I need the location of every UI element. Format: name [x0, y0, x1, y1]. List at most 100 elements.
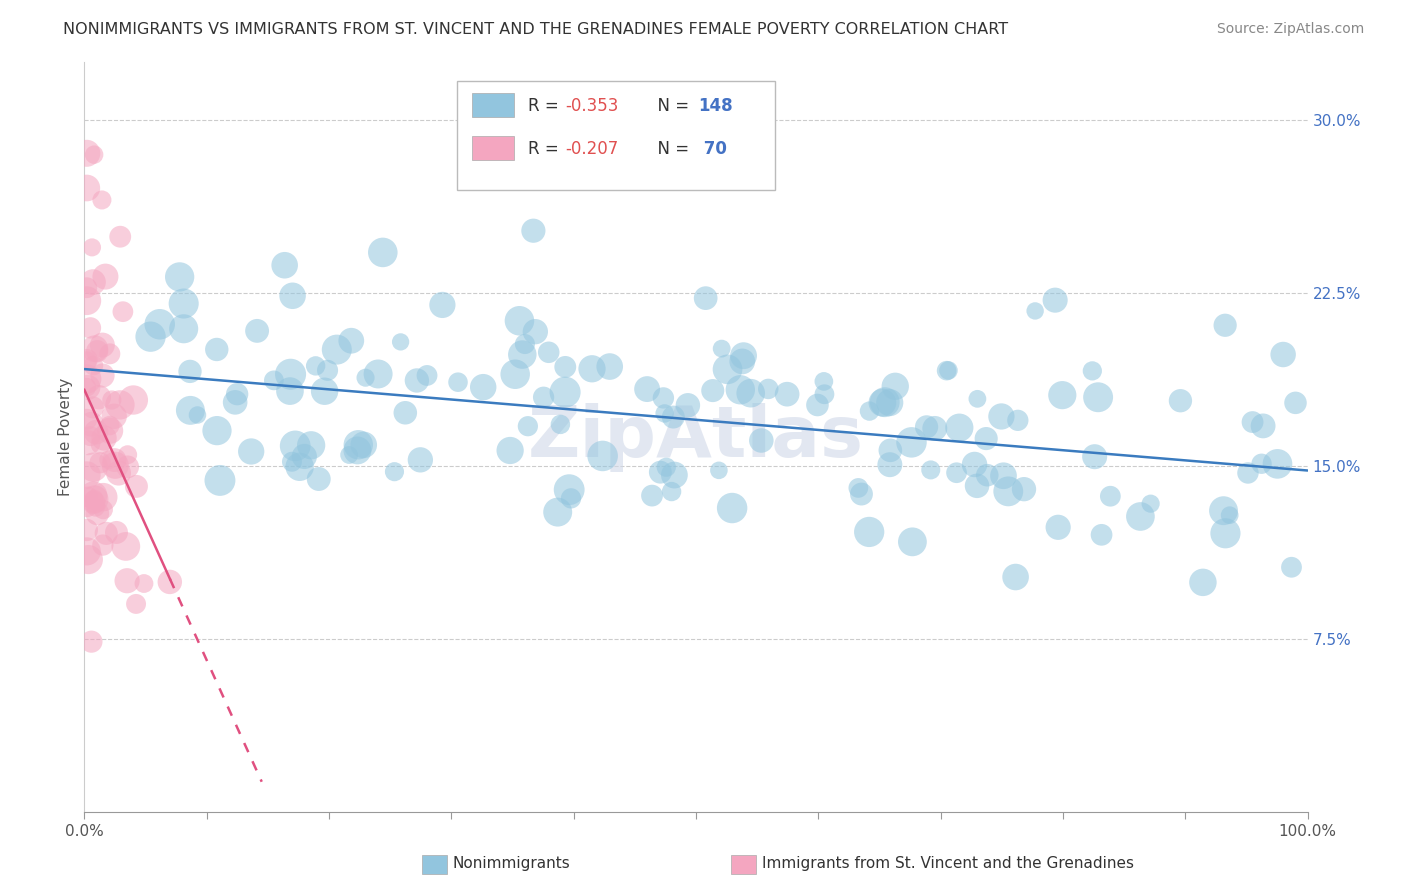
Point [340, 334, 363, 348]
Point [114, 540, 136, 554]
Point [1213, 318, 1236, 333]
Point [938, 363, 960, 377]
Point [1212, 504, 1234, 518]
Point [884, 379, 907, 393]
Point [76, 490, 98, 504]
Point [169, 269, 191, 284]
Point [281, 455, 304, 469]
Point [77, 552, 100, 566]
Point [879, 443, 901, 458]
Point [966, 479, 988, 493]
Point [1129, 509, 1152, 524]
Point [963, 458, 986, 472]
Point [82, 460, 104, 475]
Point [806, 398, 828, 412]
Point [76, 544, 98, 558]
Point [997, 484, 1019, 499]
Point [503, 368, 526, 382]
Point [776, 387, 799, 401]
Point [117, 459, 139, 474]
Point [91, 502, 114, 516]
Point [91, 368, 114, 383]
Point [80, 240, 103, 254]
Point [273, 258, 295, 272]
Point [122, 392, 145, 407]
Text: R =: R = [529, 97, 564, 115]
Bar [472, 93, 513, 117]
Text: N =: N = [647, 97, 695, 115]
Point [86, 507, 108, 521]
Point [337, 448, 360, 462]
Point [662, 410, 685, 425]
Point [76, 352, 98, 367]
Point [636, 382, 658, 396]
Point [91, 490, 114, 504]
Point [97, 452, 120, 467]
Text: N =: N = [647, 140, 695, 158]
Bar [472, 136, 513, 160]
Point [76, 281, 98, 295]
Point [98, 424, 121, 438]
Point [82, 359, 104, 373]
Point [749, 434, 772, 448]
Point [132, 576, 155, 591]
Point [1087, 390, 1109, 404]
Point [173, 322, 195, 336]
Point [83, 492, 105, 507]
Point [314, 384, 336, 399]
Point [117, 448, 139, 462]
Point [652, 391, 675, 405]
Point [76, 181, 98, 195]
Point [76, 293, 98, 308]
Point [516, 419, 538, 434]
Point [661, 484, 683, 499]
Text: 70: 70 [699, 140, 727, 158]
Point [226, 387, 249, 401]
Point [1215, 526, 1237, 541]
Point [139, 329, 162, 343]
Point [299, 438, 322, 452]
Point [347, 438, 370, 452]
Point [304, 359, 326, 373]
Point [179, 364, 201, 378]
Point [858, 404, 880, 418]
Point [524, 325, 547, 339]
Point [716, 362, 738, 376]
Point [695, 291, 717, 305]
Point [76, 468, 98, 483]
Point [733, 349, 755, 363]
Point [945, 466, 967, 480]
Text: -0.353: -0.353 [565, 97, 619, 115]
Point [1237, 466, 1260, 480]
Point [915, 420, 938, 434]
Point [676, 398, 699, 412]
Point [91, 338, 114, 352]
Text: Source: ZipAtlas.com: Source: ZipAtlas.com [1216, 22, 1364, 37]
Point [879, 458, 901, 472]
Text: 148: 148 [699, 97, 733, 115]
Point [664, 468, 686, 483]
Point [103, 409, 125, 424]
Point [149, 318, 172, 332]
Point [655, 460, 678, 475]
Point [740, 386, 762, 401]
Point [1139, 497, 1161, 511]
Point [1024, 304, 1046, 318]
Point [288, 459, 311, 474]
Point [522, 224, 544, 238]
Point [592, 449, 614, 463]
Point [103, 453, 125, 467]
Point [110, 229, 132, 244]
Point [367, 367, 389, 381]
Point [654, 406, 676, 420]
Point [179, 403, 201, 417]
Point [813, 387, 835, 401]
Point [1052, 388, 1074, 402]
Point [924, 421, 946, 435]
Point [115, 574, 138, 588]
Y-axis label: Female Poverty: Female Poverty [58, 378, 73, 496]
Point [353, 438, 375, 452]
Point [533, 390, 555, 404]
Point [721, 501, 744, 516]
Point [447, 375, 470, 389]
